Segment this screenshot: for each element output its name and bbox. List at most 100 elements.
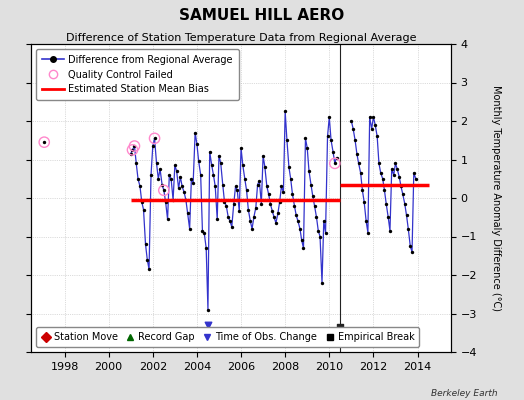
Point: [399, 191, 407, 197]
Point: [362, 218, 370, 224]
Point: [329, 149, 337, 155]
Point: [183, 210, 192, 217]
Point: [161, 199, 170, 205]
Point: [382, 200, 390, 207]
Point: [130, 143, 139, 149]
Point: [386, 228, 394, 234]
Point: [353, 150, 361, 157]
Point: [154, 176, 162, 182]
Point: [248, 226, 256, 232]
Point: [397, 183, 405, 190]
Point: [40, 139, 48, 145]
Point: [290, 202, 299, 209]
Point: [202, 245, 210, 251]
Point: [237, 145, 245, 151]
Point: [320, 218, 328, 224]
Point: [226, 218, 234, 224]
Point: [128, 147, 137, 153]
Point: [276, 199, 284, 205]
Point: [134, 176, 142, 182]
Point: [367, 126, 376, 132]
Point: [373, 133, 381, 140]
Point: [371, 122, 379, 128]
Text: SAMUEL HILL AERO: SAMUEL HILL AERO: [179, 8, 345, 23]
Point: [143, 256, 151, 263]
Point: [310, 202, 319, 209]
Legend: Station Move, Record Gap, Time of Obs. Change, Empirical Break: Station Move, Record Gap, Time of Obs. C…: [36, 328, 419, 347]
Point: [296, 226, 304, 232]
Point: [167, 176, 176, 182]
Point: [354, 160, 363, 166]
Point: [209, 172, 217, 178]
Point: [294, 218, 302, 224]
Point: [307, 181, 315, 188]
Point: [287, 176, 295, 182]
Point: [224, 214, 233, 220]
Point: [150, 135, 159, 142]
Point: [369, 114, 378, 120]
Point: [194, 158, 203, 165]
Point: [336, 324, 344, 330]
Point: [301, 135, 310, 142]
Point: [211, 183, 220, 190]
Point: [388, 166, 396, 172]
Point: [351, 137, 359, 144]
Point: [220, 199, 228, 205]
Point: [411, 176, 420, 182]
Point: [331, 160, 339, 166]
Point: [171, 162, 179, 168]
Point: [303, 145, 311, 151]
Point: [288, 191, 297, 197]
Point: [270, 214, 278, 220]
Point: [136, 183, 144, 190]
Point: [391, 160, 400, 166]
Point: [263, 183, 271, 190]
Point: [176, 174, 184, 180]
Point: [268, 208, 277, 215]
Point: [182, 197, 190, 203]
Point: [331, 160, 339, 166]
Point: [400, 200, 409, 207]
Point: [216, 160, 225, 166]
Point: [356, 170, 365, 176]
Point: [163, 216, 172, 222]
Point: [230, 200, 238, 207]
Point: [235, 208, 244, 215]
Point: [158, 181, 166, 188]
Point: [147, 172, 155, 178]
Point: [249, 214, 258, 220]
Point: [349, 126, 357, 132]
Point: [138, 199, 146, 205]
Point: [378, 176, 387, 182]
Point: [389, 172, 398, 178]
Point: [243, 187, 251, 194]
Point: [259, 152, 267, 159]
Point: [198, 228, 206, 234]
Point: [244, 206, 253, 213]
Point: [150, 135, 159, 142]
Point: [145, 266, 153, 272]
Point: [238, 162, 247, 168]
Point: [160, 187, 168, 194]
Point: [347, 118, 356, 124]
Point: [255, 178, 264, 184]
Point: [404, 226, 412, 232]
Point: [222, 202, 231, 209]
Point: [327, 137, 335, 144]
Point: [139, 206, 148, 213]
Point: [277, 183, 286, 190]
Point: [395, 174, 403, 180]
Point: [380, 187, 389, 194]
Point: [246, 218, 255, 224]
Point: [193, 141, 201, 147]
Point: [365, 114, 374, 120]
Point: [196, 172, 205, 178]
Point: [281, 108, 289, 114]
Point: [200, 230, 209, 236]
Point: [298, 237, 306, 244]
Point: [299, 245, 308, 251]
Point: [406, 243, 414, 249]
Point: [274, 210, 282, 217]
Point: [312, 214, 321, 220]
Point: [178, 183, 187, 190]
